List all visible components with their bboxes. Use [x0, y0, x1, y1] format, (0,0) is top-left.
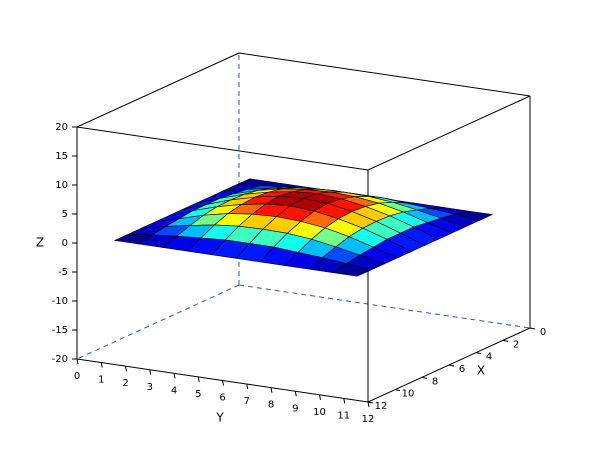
y-tick-label: 6 [219, 393, 225, 404]
x-axis-label: X [477, 364, 485, 378]
y-tick [125, 366, 127, 372]
x-tick-label: 12 [375, 401, 388, 412]
y-tick-label: 2 [122, 378, 128, 389]
y-tick-label: 5 [195, 389, 201, 400]
x-tick-label: 2 [513, 339, 519, 350]
y-tick [246, 383, 249, 390]
x-tick-label: 0 [540, 327, 546, 338]
z-tick-label: 5 [62, 209, 68, 220]
z-tick-label: 10 [55, 180, 68, 191]
y-tick [343, 398, 346, 404]
y-tick-label: 0 [74, 371, 80, 382]
y-tick [294, 391, 297, 397]
y-tick-label: 4 [171, 385, 177, 396]
x-tick [394, 389, 401, 392]
y-tick-label: 1 [98, 375, 104, 386]
z-tick-label: 15 [55, 151, 68, 162]
x-tick [502, 339, 509, 342]
z-axis-label: Z [36, 236, 44, 250]
y-tick [367, 401, 370, 408]
y-axis-label: Y [215, 411, 224, 425]
y-tick [222, 380, 224, 386]
box-edge [238, 52, 531, 97]
x-tick [448, 364, 455, 367]
box-edge [76, 126, 369, 171]
x-tick-label: 10 [402, 389, 415, 400]
y-tick [76, 358, 79, 365]
y-tick-label: 12 [362, 414, 375, 425]
y-tick-label: 11 [337, 410, 350, 421]
y-tick [173, 373, 176, 379]
z-tick-label: -10 [52, 296, 68, 307]
y-tick-label: 9 [292, 403, 298, 414]
z-tick-label: -5 [58, 267, 68, 278]
x-tick [421, 376, 428, 379]
x-tick-label: 4 [486, 352, 492, 363]
y-tick [149, 369, 152, 375]
box-edge [367, 95, 531, 171]
y-tick-label: 3 [147, 382, 153, 393]
hidden-box-edge [76, 284, 240, 360]
x-tick-label: 6 [459, 364, 465, 375]
hidden-box-edge [238, 284, 531, 329]
x-tick-label: 8 [432, 376, 438, 387]
y-tick [319, 394, 321, 400]
x-tick [529, 327, 536, 330]
y-tick [197, 376, 200, 383]
x-tick [367, 401, 374, 404]
box-edge [76, 52, 240, 128]
z-tick-label: 0 [62, 238, 68, 249]
y-tick-label: 8 [268, 400, 274, 411]
y-tick-label: 10 [313, 407, 326, 418]
y-tick-label: 7 [244, 396, 250, 407]
z-tick-label: -15 [52, 325, 68, 336]
z-tick-label: 20 [55, 122, 68, 133]
surface-cell [332, 263, 372, 277]
y-tick [100, 362, 103, 368]
y-tick [270, 387, 273, 393]
x-tick [475, 352, 482, 355]
z-tick-label: -20 [52, 354, 68, 365]
